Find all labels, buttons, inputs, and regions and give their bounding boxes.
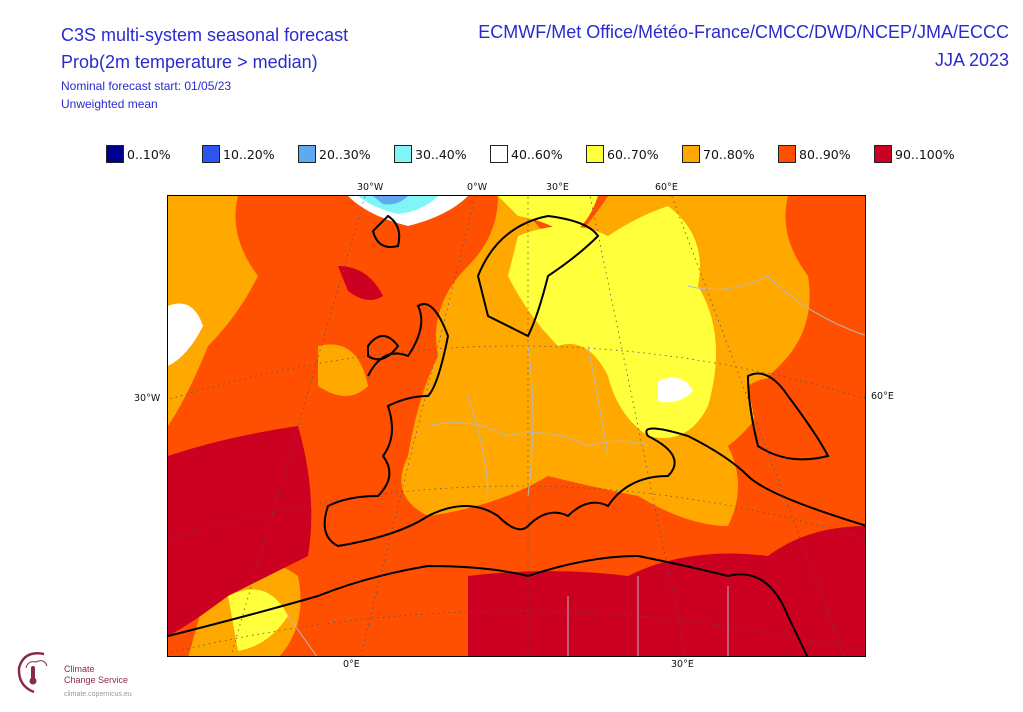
legend-label: 10..20% (223, 146, 275, 162)
copernicus-logo: Climate Change Service climate.copernicu… (14, 648, 184, 703)
lon-label-bottom: 30°E (671, 659, 694, 670)
legend-swatch (874, 145, 892, 163)
legend-label: 80..90% (799, 146, 851, 162)
legend-swatch (202, 145, 220, 163)
legend-label: 30..40% (415, 146, 467, 162)
zone-90-100 (168, 426, 312, 636)
season-label: JJA 2023 (934, 50, 1009, 70)
legend-item: 90..100% (874, 145, 970, 163)
legend-swatch (490, 145, 508, 163)
forecast-start: Nominal forecast start: 01/05/23 (61, 79, 232, 93)
legend-swatch (778, 145, 796, 163)
lat-label-left: 30°W (134, 393, 161, 404)
legend-item: 70..80% (682, 145, 778, 163)
map-subtitle: Prob(2m temperature > median) (61, 52, 318, 72)
legend-item: 60..70% (586, 145, 682, 163)
centres-label: ECMWF/Met Office/Météo-France/CMCC/DWD/N… (478, 22, 1009, 42)
map-title: C3S multi-system seasonal forecast (61, 25, 349, 45)
legend-label: 90..100% (895, 146, 955, 162)
legend-swatch (586, 145, 604, 163)
legend-swatch (106, 145, 124, 163)
graticule (168, 196, 865, 656)
legend-item: 0..10% (106, 145, 202, 163)
zone-30-40 (358, 196, 438, 214)
legend-label: 60..70% (607, 146, 659, 162)
legend-label: 70..80% (703, 146, 755, 162)
lon-label-bottom: 0°E (343, 659, 360, 670)
legend: 0..10% 10..20% 20..30% 30..40% 40..60% 6… (106, 145, 970, 163)
legend-label: 20..30% (319, 146, 371, 162)
zone-80-90 (748, 378, 822, 466)
lon-label-top: 60°E (655, 182, 678, 193)
legend-swatch (298, 145, 316, 163)
method-label: Unweighted mean (61, 97, 158, 111)
lon-label-top: 30°E (546, 182, 569, 193)
legend-item: 10..20% (202, 145, 298, 163)
legend-item: 20..30% (298, 145, 394, 163)
zone-80-90 (798, 196, 865, 424)
lon-label-top: 30°W (357, 182, 384, 193)
zone-20-30 (373, 196, 408, 205)
zone-90-100 (338, 266, 383, 300)
thermometer-cloud-icon (17, 652, 48, 694)
zone-40-60 (658, 377, 693, 403)
logo-line1: Climate (64, 664, 95, 674)
legend-item: 40..60% (490, 145, 586, 163)
lon-label-top: 0°W (467, 182, 488, 193)
legend-label: 40..60% (511, 146, 563, 162)
map-canvas (168, 196, 865, 656)
logo-line2: Change Service (64, 675, 129, 685)
coastlines (168, 214, 865, 656)
legend-label: 0..10% (127, 146, 171, 162)
zone-60-70 (228, 589, 288, 651)
lat-label-right: 60°E (871, 391, 894, 402)
probability-map (167, 195, 866, 657)
legend-swatch (394, 145, 412, 163)
logo-url: climate.copernicus.eu (64, 691, 132, 698)
legend-swatch (682, 145, 700, 163)
zone-40-60 (168, 303, 203, 366)
legend-item: 80..90% (778, 145, 874, 163)
legend-item: 30..40% (394, 145, 490, 163)
zone-90-100 (468, 526, 865, 656)
country-borders (287, 275, 865, 656)
zone-70-80 (318, 344, 368, 396)
zone-70-80 (168, 196, 258, 426)
